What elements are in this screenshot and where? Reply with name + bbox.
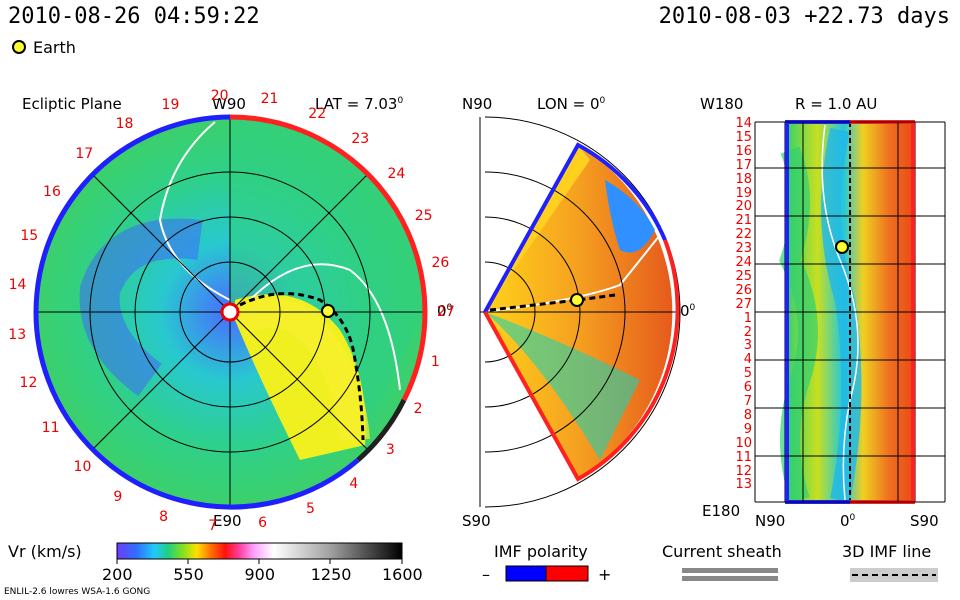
colorbar-tick-label: 550 [173, 565, 204, 584]
day-tick-label: 22 [308, 106, 327, 123]
imf-polarity-title: IMF polarity [494, 542, 588, 561]
time-row-label: 13 [735, 477, 752, 493]
datetime-label: 2010-08-26 04:59:22 [8, 4, 260, 29]
time-row-label: 15 [735, 129, 752, 145]
time-row-label: 24 [735, 255, 752, 270]
time-row-label: 20 [735, 199, 752, 215]
time-row-label: 16 [735, 143, 752, 159]
day-tick-label: 9 [113, 488, 123, 505]
day-tick-label: 12 [19, 375, 38, 392]
time-row-label: 12 [735, 463, 752, 479]
ecliptic-plot [33, 114, 428, 510]
day-tick-label: 20 [210, 88, 229, 105]
day-tick-label: 5 [306, 500, 315, 517]
day-tick-label: 1 [430, 353, 440, 370]
day-tick-label: 11 [41, 420, 60, 437]
day-tick-label: 4 [349, 476, 359, 493]
day-tick-label: 3 [385, 442, 395, 459]
time-row-label: 27 [735, 296, 752, 312]
colorbar [116, 542, 403, 560]
colorbar-tick-label: 900 [244, 565, 276, 584]
lat-label: LAT = 7.030 [315, 95, 404, 113]
day-tick-label: 10 [73, 458, 92, 475]
time-row-label: 2 [743, 324, 752, 340]
lon-label: LON = 00 [537, 95, 606, 113]
imf-negative-swatch [505, 565, 547, 582]
day-tick-label: 18 [115, 116, 134, 133]
day-tick-label: 8 [159, 508, 169, 525]
time-x-left: N90 [755, 512, 786, 530]
day-tick-label: 19 [161, 96, 180, 113]
time-top-label: W180 [700, 95, 744, 113]
time-row-label: 14 [735, 116, 752, 131]
time-row-label: 25 [735, 268, 752, 284]
day-tick-label: 6 [258, 514, 268, 531]
time-row-label: 9 [743, 421, 752, 437]
time-row-label: 7 [743, 394, 752, 409]
day-tick-label: 17 [75, 145, 94, 162]
meridional-bottom-label: S90 [462, 512, 491, 530]
day-tick-label: 25 [414, 207, 433, 224]
time-x-mid: 00 [840, 512, 856, 530]
time-row-label: 22 [735, 227, 752, 243]
time-row-label: 4 [743, 352, 752, 368]
time-row-label: 18 [735, 171, 752, 187]
time-row-label: 21 [735, 213, 752, 229]
colorbar-tick-label: 1600 [382, 565, 423, 584]
current-sheath-title: Current sheath [662, 542, 782, 561]
time-row-label: 1 [743, 310, 752, 326]
time-x-right: S90 [910, 512, 939, 530]
day-tick-label: 26 [431, 254, 450, 271]
earth-marker-icon [12, 40, 26, 54]
ecliptic-top-label: W90 [212, 95, 246, 113]
day-tick-label: 21 [260, 91, 279, 108]
time-row-label: 26 [735, 282, 752, 298]
radius-label: R = 1.0 AU [795, 95, 878, 113]
meridional-plot [479, 116, 681, 508]
time-bottom-label: E180 [702, 502, 741, 520]
time-row-label: 10 [735, 435, 752, 451]
time-row-label: 8 [743, 407, 752, 423]
day-tick-label: 14 [8, 276, 27, 293]
run-label: 2010-08-03 +22.73 days [658, 4, 950, 29]
colorbar-tick-label: 200 [102, 565, 133, 584]
day-tick-label: 16 [43, 183, 61, 200]
time-row-label: 3 [743, 338, 752, 354]
time-row-label: 23 [735, 241, 752, 257]
time-row-label: 5 [743, 366, 752, 382]
day-tick-label: 7 [208, 517, 218, 534]
imf-minus-label: – [482, 565, 490, 584]
imf-plus-label: + [598, 565, 612, 584]
day-tick-label: 13 [8, 326, 27, 343]
colorbar-label: Vr (km/s) [8, 542, 82, 561]
imf-line-title: 3D IMF line [842, 542, 932, 561]
time-row-label: 6 [743, 380, 752, 396]
earth-legend-label: Earth [33, 38, 76, 57]
imf-positive-swatch [545, 565, 589, 582]
time-row-label: 11 [735, 449, 752, 465]
meridional-right-label: 00 [680, 302, 696, 320]
time-row-label: 17 [735, 157, 752, 173]
day-tick-label: 24 [387, 165, 406, 182]
ecliptic-bottom-label: E90 [213, 512, 242, 530]
day-tick-label: 2 [413, 400, 423, 417]
colorbar-tick-label: 1250 [310, 565, 352, 584]
ecliptic-title: Ecliptic Plane [22, 95, 122, 113]
day-tick-label: 15 [20, 228, 39, 245]
day-tick-label: 23 [351, 131, 370, 148]
current-sheath-swatch [682, 568, 778, 573]
model-footer: ENLIL-2.6 lowres WSA-1.6 GONG [4, 587, 151, 597]
meridional-top-label: N90 [462, 95, 493, 113]
day-tick-label: 27 [436, 304, 455, 321]
time-series-plot [754, 120, 946, 504]
time-row-label: 19 [735, 185, 752, 201]
ecliptic-right-label: 00 [437, 302, 453, 320]
